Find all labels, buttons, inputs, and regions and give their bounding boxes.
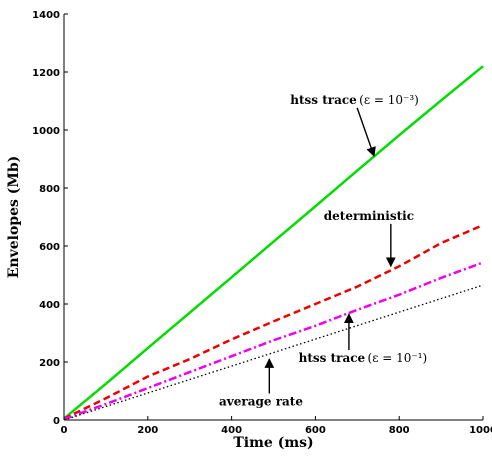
y-tick-label: 0 [53,416,60,427]
tick-layer: 0 200 400 600 800 1000 0 200 400 600 800 1000 1200 14… [32,10,492,436]
y-tick-label: 1400 [32,10,60,21]
annotation-label-2: deterministic [324,209,414,223]
y-tick-label: 800 [39,184,60,195]
annotation-math-1: (ε = 10⁻³) [359,93,419,107]
y-tick-label: 600 [39,242,60,253]
y-tick-label: 200 [39,358,60,369]
y-tick-label: 1200 [32,68,60,79]
x-tick-label: 600 [305,425,326,436]
x-tick-label: 800 [389,425,410,436]
series-line-3 [63,261,484,421]
x-axis-title: Time (ms) [233,435,313,451]
series-line-2 [63,223,484,420]
series-line-4 [63,284,484,421]
y-axis-title: Envelopes (Mb) [6,156,22,279]
annotation-label-3: htss trace [299,351,366,365]
annotation-arrow-1 [356,107,376,158]
annotation-label-1: htss trace [290,93,357,107]
series-layer [63,65,484,421]
y-tick-label: 1000 [32,126,60,137]
x-tick-label: 0 [61,425,68,436]
series-line-1 [63,65,484,420]
plot-frame [63,14,483,421]
x-tick-label: 1000 [469,425,492,436]
y-tick-label: 400 [39,300,60,311]
annotation-label-4: average rate [219,395,303,409]
x-tick-label: 200 [137,425,158,436]
x-tick-label: 400 [221,425,242,436]
annotation-math-3: (ε = 10⁻¹) [368,351,428,365]
